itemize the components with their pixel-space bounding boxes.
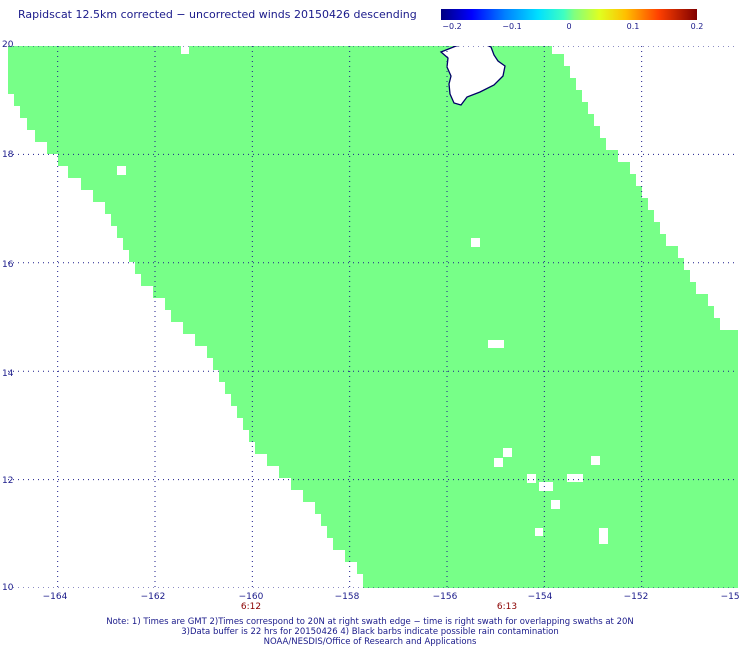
- footnote-line: NOAA/NESDIS/Office of Research and Appli…: [263, 637, 477, 647]
- colorbar-label: 0.2: [690, 22, 704, 31]
- data-gap: [535, 528, 543, 536]
- swath-time-label: 6:13: [496, 602, 518, 612]
- data-gap: [503, 448, 512, 457]
- lon-label: −156: [432, 592, 458, 602]
- data-gap: [551, 500, 560, 509]
- swath-polygon: [8, 46, 738, 588]
- lat-label: 14: [2, 369, 14, 379]
- colorbar-label: −0.1: [502, 22, 522, 31]
- data-gap: [471, 238, 480, 247]
- data-gap: [117, 166, 126, 175]
- lat-label: 16: [2, 260, 14, 270]
- lat-label: 10: [2, 583, 14, 593]
- map-title: Rapidscat 12.5km corrected − uncorrected…: [18, 8, 417, 21]
- data-gap: [181, 46, 189, 54]
- colorbar-label: 0: [566, 22, 572, 31]
- swath-time-label: 6:12: [240, 602, 262, 612]
- data-gap: [591, 456, 600, 465]
- lon-label: −152: [623, 592, 649, 602]
- lat-label: 12: [2, 476, 14, 486]
- lon-label: −162: [140, 592, 166, 602]
- swath-field: [8, 46, 738, 588]
- lon-label: −158: [334, 592, 360, 602]
- hawaii-island-coastline: [439, 46, 506, 106]
- colorbar: [441, 9, 697, 20]
- footnote-line: Note: 1) Times are GMT 2)Times correspon…: [106, 617, 634, 627]
- lon-label: −160: [238, 592, 264, 602]
- footnote-line: 3)Data buffer is 22 hrs for 20150426 4) …: [181, 627, 559, 637]
- data-gap: [494, 458, 503, 467]
- data-gaps: [117, 46, 608, 544]
- data-gap: [599, 528, 608, 544]
- data-gap: [488, 340, 504, 348]
- data-gap: [539, 482, 553, 491]
- lon-label: −150: [720, 592, 740, 602]
- colorbar-label: −0.2: [442, 22, 462, 31]
- lat-label: 20: [2, 40, 14, 50]
- lat-label: 18: [2, 150, 14, 160]
- footnotes: Note: 1) Times are GMT 2)Times correspon…: [0, 617, 740, 647]
- lon-label: −164: [42, 592, 68, 602]
- lat-lon-grid: [8, 46, 738, 588]
- lon-label: −154: [527, 592, 553, 602]
- data-gap: [567, 474, 583, 482]
- colorbar-label: 0.1: [626, 22, 640, 31]
- data-gap: [527, 474, 536, 483]
